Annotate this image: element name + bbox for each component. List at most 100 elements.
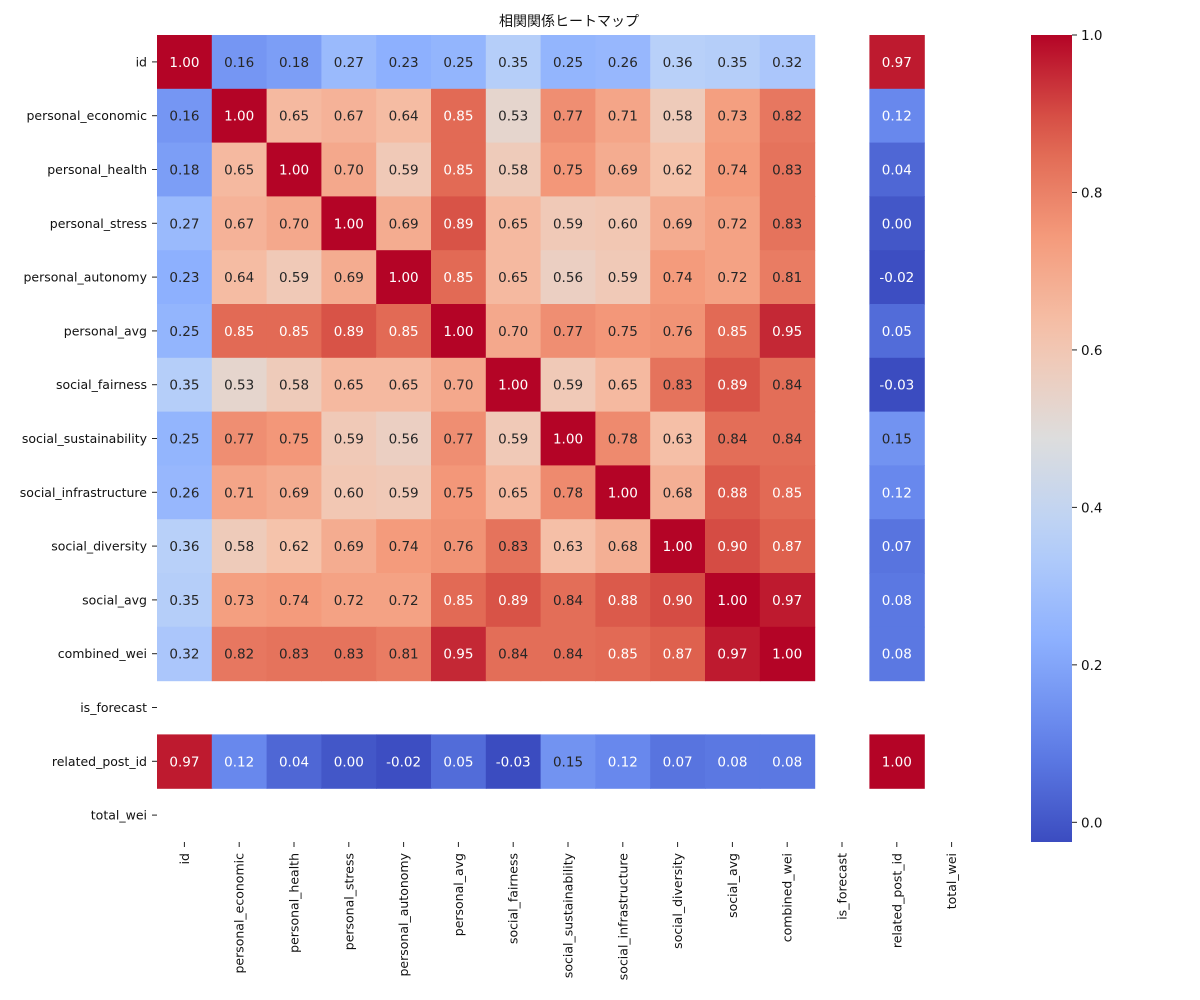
cell-value-label: 0.65	[498, 270, 528, 286]
heatmap-cell	[595, 88, 651, 144]
heatmap-cell	[595, 734, 651, 789]
cell-value-label: 0.77	[443, 432, 473, 448]
heatmap-cell	[266, 142, 322, 197]
cell-value-label: 0.83	[772, 216, 802, 232]
cell-value-label: 0.74	[717, 163, 747, 179]
heatmap-cell	[321, 519, 377, 574]
cell-value-label: 0.83	[663, 378, 693, 394]
cell-value-label: 0.69	[608, 163, 638, 179]
cell-value-label: 0.64	[224, 270, 254, 286]
column-tick-label: combined_wei	[780, 853, 795, 942]
cell-value-label: 0.67	[334, 109, 364, 125]
cell-value-label: -0.03	[879, 378, 914, 394]
heatmap-cell	[759, 411, 816, 466]
heatmap-cells: 1.00 0.16 0.18 0.27 0.23 0.25 0.35 0.25 0.26 0.36…	[157, 35, 925, 789]
cell-value-label: 0.85	[443, 593, 473, 609]
heatmap-cell	[869, 357, 925, 413]
cell-value-label: 0.58	[498, 163, 528, 179]
cell-value-label: 0.53	[224, 378, 254, 394]
cell-value-label: 0.05	[443, 754, 473, 770]
heatmap-cell	[157, 88, 213, 144]
heatmap-cell	[705, 465, 761, 520]
cell-value-label: 0.84	[717, 432, 747, 448]
heatmap-cell	[431, 357, 487, 413]
cell-value-label: 0.73	[717, 109, 747, 125]
column-tick-label: is_forecast	[835, 853, 850, 920]
heatmap-cell	[650, 35, 706, 90]
heatmap-cell	[211, 304, 268, 359]
heatmap-cell	[376, 357, 432, 413]
heatmap-cell	[266, 465, 322, 520]
cell-value-label: 0.74	[663, 270, 693, 286]
heatmap-cell	[759, 250, 816, 305]
heatmap-cell	[431, 250, 487, 305]
heatmap-cell	[650, 357, 706, 413]
cell-value-label: 0.63	[553, 539, 583, 555]
heatmap-cell	[157, 411, 213, 466]
column-tick-label: social_diversity	[670, 852, 685, 948]
row-tick-label: social_infrastructure	[20, 485, 148, 500]
heatmap-cell	[650, 304, 706, 359]
heatmap-cell	[595, 573, 651, 628]
heatmap-cell	[266, 519, 322, 574]
column-tick-label: social_avg	[725, 853, 740, 918]
cell-value-label: 0.58	[224, 539, 254, 555]
heatmap-cell	[650, 573, 706, 628]
cell-value-label: 0.75	[553, 163, 583, 179]
cell-value-label: 0.69	[389, 216, 419, 232]
heatmap-cell	[266, 35, 322, 90]
heatmap-cell	[266, 88, 322, 144]
cell-value-label: 0.72	[334, 593, 364, 609]
cell-value-label: 0.65	[334, 378, 364, 394]
cell-value-label: 0.65	[498, 216, 528, 232]
cell-value-label: 0.90	[717, 539, 747, 555]
cell-value-label: 0.65	[498, 485, 528, 501]
cell-value-label: 0.04	[279, 754, 309, 770]
cell-value-label: 0.18	[279, 55, 309, 71]
cell-value-label: 0.81	[389, 647, 419, 663]
heatmap-cell	[705, 357, 761, 413]
heatmap-cell	[540, 626, 596, 682]
heatmap-cell	[540, 734, 596, 789]
cell-value-label: 0.25	[169, 324, 199, 340]
cell-value-label: 0.89	[717, 378, 747, 394]
heatmap-cell	[595, 35, 651, 90]
heatmap-cell	[869, 304, 925, 359]
column-tick-label: personal_avg	[451, 853, 466, 936]
heatmap-cell	[321, 411, 377, 466]
cell-value-label: 0.62	[279, 539, 309, 555]
column-tick-label: social_sustainability	[561, 852, 576, 978]
heatmap-cell	[376, 734, 432, 789]
cell-value-label: 0.75	[443, 485, 473, 501]
row-tick-label: personal_stress	[50, 216, 147, 231]
cell-value-label: 0.23	[389, 55, 419, 71]
heatmap-cell	[321, 142, 377, 197]
row-tick-label: is_forecast	[80, 700, 147, 715]
cell-value-label: 1.00	[279, 163, 309, 179]
row-tick-label: personal_economic	[26, 108, 147, 123]
heatmap-cell	[869, 465, 925, 520]
heatmap-cell	[157, 304, 213, 359]
cell-value-label: 0.73	[224, 593, 254, 609]
cell-value-label: -0.02	[386, 754, 421, 770]
row-tick-label: social_fairness	[56, 377, 147, 392]
heatmap-cell	[431, 734, 487, 789]
cell-value-label: 1.00	[224, 109, 254, 125]
heatmap-cell	[485, 35, 542, 90]
cell-value-label: 0.59	[553, 216, 583, 232]
cell-value-label: 0.83	[279, 647, 309, 663]
heatmap-cell	[705, 35, 761, 90]
cell-value-label: 0.36	[169, 539, 199, 555]
cell-value-label: 0.74	[389, 539, 419, 555]
heatmap-cell	[595, 519, 651, 574]
cell-value-label: 0.59	[389, 485, 419, 501]
heatmap-cell	[266, 196, 322, 251]
heatmap-cell	[321, 196, 377, 251]
cell-value-label: 0.59	[334, 432, 364, 448]
heatmap-cell	[759, 304, 816, 359]
heatmap-cell	[595, 304, 651, 359]
heatmap-cell	[650, 734, 706, 789]
heatmap-cell	[595, 196, 651, 251]
row-tick-label: social_sustainability	[22, 431, 148, 446]
